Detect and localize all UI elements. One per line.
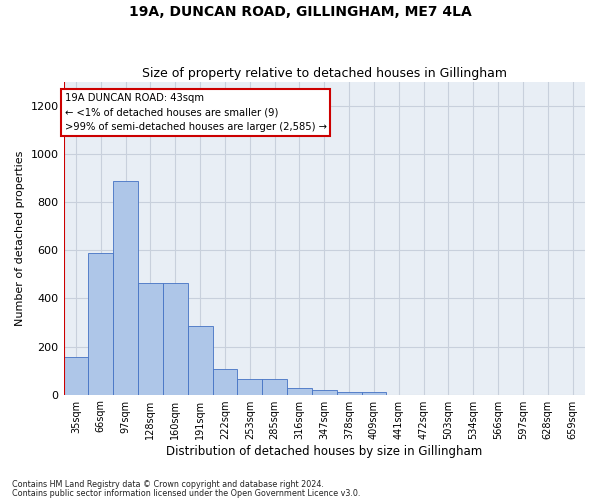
Bar [287, 388, 312, 394]
Text: Contains public sector information licensed under the Open Government Licence v3: Contains public sector information licen… [12, 490, 361, 498]
Bar [64, 358, 88, 395]
Text: 19A, DUNCAN ROAD, GILLINGHAM, ME7 4LA: 19A, DUNCAN ROAD, GILLINGHAM, ME7 4LA [128, 5, 472, 19]
Text: Contains HM Land Registry data © Crown copyright and database right 2024.: Contains HM Land Registry data © Crown c… [12, 480, 324, 489]
Y-axis label: Number of detached properties: Number of detached properties [15, 150, 25, 326]
Title: Size of property relative to detached houses in Gillingham: Size of property relative to detached ho… [142, 66, 507, 80]
Bar [312, 390, 337, 394]
Bar [88, 252, 113, 394]
Bar [362, 392, 386, 394]
Bar [212, 370, 238, 394]
Bar [113, 180, 138, 394]
Bar [138, 283, 163, 395]
Text: 19A DUNCAN ROAD: 43sqm
← <1% of detached houses are smaller (9)
>99% of semi-det: 19A DUNCAN ROAD: 43sqm ← <1% of detached… [65, 93, 327, 132]
Bar [188, 326, 212, 394]
Bar [163, 283, 188, 395]
Bar [262, 380, 287, 394]
X-axis label: Distribution of detached houses by size in Gillingham: Distribution of detached houses by size … [166, 444, 482, 458]
Bar [238, 380, 262, 394]
Bar [337, 392, 362, 394]
